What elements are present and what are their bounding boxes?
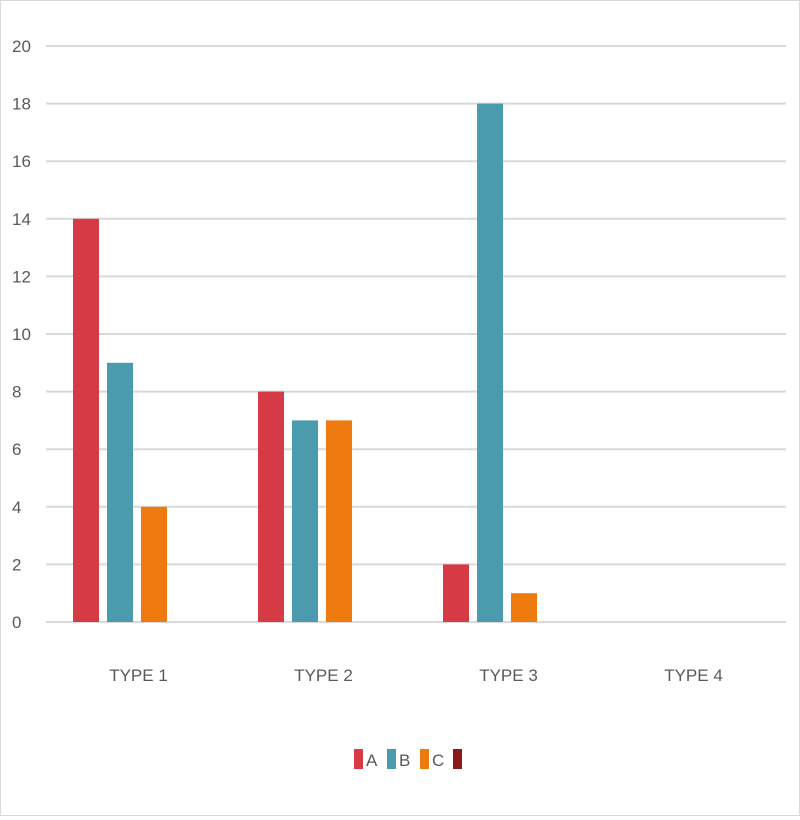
- bar-b-type-1: [107, 362, 133, 622]
- x-category-label: TYPE 2: [294, 666, 353, 685]
- bars: [73, 103, 537, 623]
- y-axis-tick-labels: 0 2 4 6 8 10 12 14 16 18 20: [12, 37, 31, 632]
- y-tick-label: 10: [12, 325, 31, 344]
- legend-label: B: [399, 751, 410, 770]
- y-tick-label: 16: [12, 152, 31, 171]
- y-tick-label: 18: [12, 95, 31, 114]
- y-tick-label: 8: [12, 383, 21, 402]
- gridlines: [46, 45, 786, 623]
- bar-c-type-3: [511, 593, 537, 622]
- bar-a-type-3: [443, 564, 469, 622]
- y-tick-label: 14: [12, 210, 31, 229]
- y-tick-label: 12: [12, 267, 31, 286]
- y-tick-label: 2: [12, 555, 21, 574]
- bar-c-type-2: [326, 420, 352, 622]
- y-tick-label: 20: [12, 37, 31, 56]
- x-category-label: TYPE 4: [664, 666, 723, 685]
- y-tick-label: 6: [12, 440, 21, 459]
- x-axis: TYPE 1 TYPE 2 TYPE 3 TYPE 4: [109, 666, 723, 685]
- legend-label: C: [432, 751, 444, 770]
- legend-swatch-series4: [453, 749, 462, 769]
- bar-b-type-3: [477, 103, 503, 623]
- y-tick-label: 4: [12, 498, 21, 517]
- legend-swatch-b: [387, 749, 396, 769]
- y-tick-label: 0: [12, 613, 21, 632]
- bar-c-type-1: [141, 506, 167, 622]
- bar-a-type-1: [73, 218, 99, 623]
- bar-b-type-2: [292, 420, 318, 622]
- x-category-label: TYPE 1: [109, 666, 168, 685]
- legend: A B C: [354, 749, 462, 770]
- x-category-label: TYPE 3: [479, 666, 538, 685]
- bar-a-type-2: [258, 391, 284, 622]
- legend-swatch-a: [354, 749, 363, 769]
- legend-swatch-c: [420, 749, 429, 769]
- legend-label: A: [366, 751, 378, 770]
